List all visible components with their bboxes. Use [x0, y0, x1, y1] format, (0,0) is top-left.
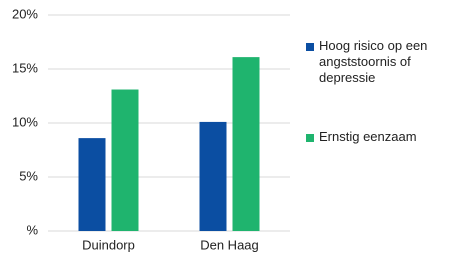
bar [199, 121, 227, 231]
y-tick-label: 20% [12, 6, 38, 21]
legend-item: Hoog risico op een angststoornis of depr… [306, 38, 446, 86]
y-tick-label: 5% [19, 168, 38, 183]
y-tick-label: % [26, 222, 38, 237]
bar [78, 138, 106, 231]
y-tick-label: 10% [12, 114, 38, 129]
plot: % 5% 10% 15% 20% Duindorp Den Haag [12, 6, 290, 252]
legend-label: Hoog risico op een angststoornis of depr… [319, 38, 428, 85]
x-tick-label: Den Haag [200, 237, 259, 252]
legend-label: Ernstig eenzaam [319, 129, 417, 144]
legend-item: Ernstig eenzaam [306, 129, 446, 145]
bar [232, 57, 260, 232]
x-tick-label: Duindorp [82, 237, 135, 252]
legend-swatch [306, 134, 314, 142]
y-tick-label: 15% [12, 60, 38, 75]
bar [111, 89, 139, 232]
legend: Hoog risico op een angststoornis of depr… [306, 38, 446, 145]
legend-swatch [306, 43, 314, 51]
